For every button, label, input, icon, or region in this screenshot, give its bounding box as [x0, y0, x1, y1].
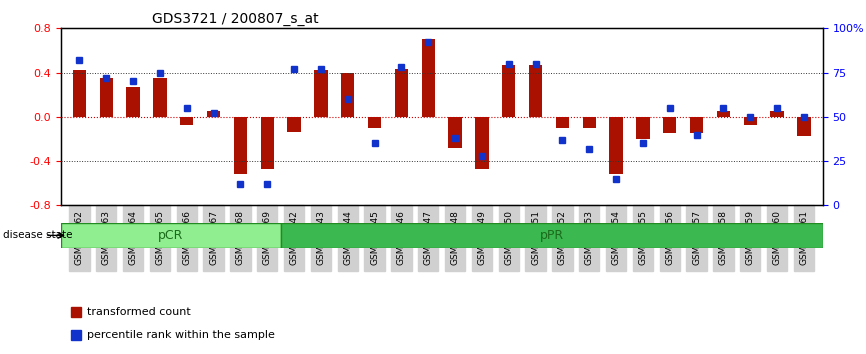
Bar [234, 117, 247, 175]
Text: GDS3721 / 200807_s_at: GDS3721 / 200807_s_at [152, 12, 319, 26]
Bar [261, 117, 274, 169]
Bar [341, 73, 354, 117]
Bar [771, 111, 784, 117]
Bar [288, 117, 301, 132]
Bar [663, 117, 676, 133]
Bar [395, 69, 408, 117]
Bar [798, 117, 811, 136]
Bar [690, 117, 703, 133]
Bar [314, 70, 327, 117]
Bar [502, 65, 515, 117]
Text: pPR: pPR [540, 229, 564, 242]
Bar [422, 39, 435, 117]
Bar [207, 111, 220, 117]
FancyBboxPatch shape [61, 223, 281, 248]
Bar [529, 65, 542, 117]
Bar [180, 117, 193, 125]
Bar [73, 70, 86, 117]
Bar [583, 117, 596, 128]
FancyBboxPatch shape [281, 223, 823, 248]
Text: percentile rank within the sample: percentile rank within the sample [87, 330, 275, 339]
Text: transformed count: transformed count [87, 307, 191, 317]
Text: disease state: disease state [3, 230, 73, 240]
Bar [100, 78, 113, 117]
Text: pCR: pCR [158, 229, 184, 242]
Bar [610, 117, 623, 175]
Bar [717, 111, 730, 117]
Bar [368, 117, 381, 128]
Bar [153, 78, 166, 117]
Bar [556, 117, 569, 128]
Bar [449, 117, 462, 148]
Bar [637, 117, 650, 139]
Bar [475, 117, 488, 169]
Bar [744, 117, 757, 125]
Bar [126, 87, 139, 117]
